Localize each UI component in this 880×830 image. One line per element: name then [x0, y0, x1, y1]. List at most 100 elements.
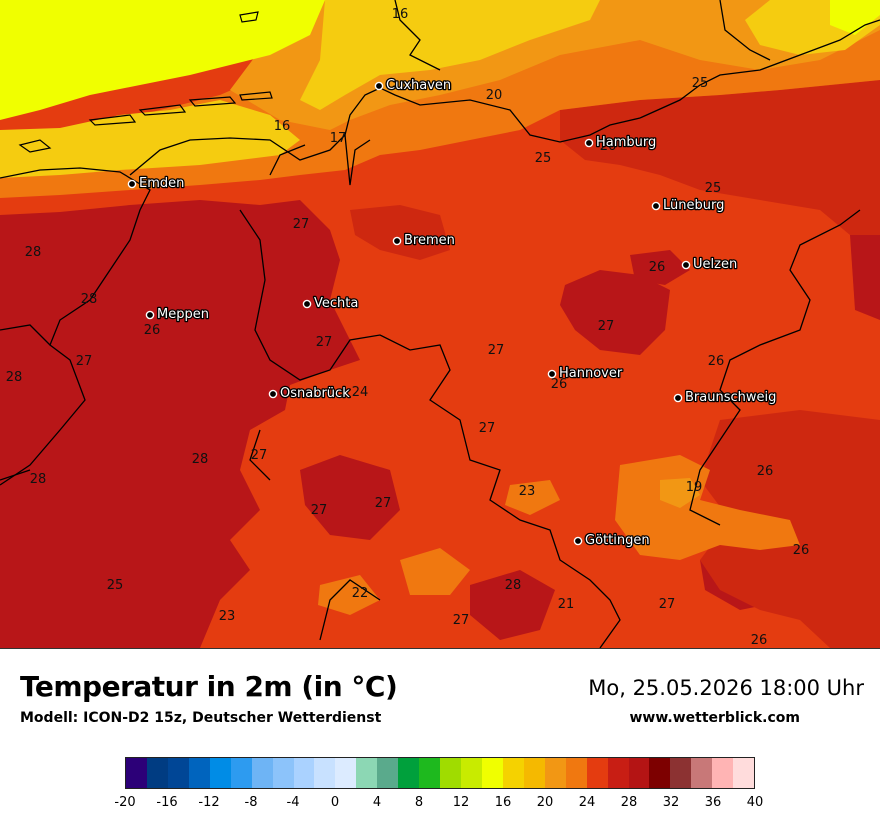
city-label: Uelzen	[693, 257, 737, 272]
isotherm-label: 27	[598, 319, 615, 334]
coastlines-borders	[0, 0, 880, 648]
temp-zone-26	[350, 80, 880, 648]
legend-tick-label: 24	[578, 795, 596, 810]
isotherm-label: 21	[558, 597, 575, 612]
city-label: Hamburg	[596, 135, 656, 150]
isotherm-label: 25	[107, 578, 124, 593]
legend-tick-label: 40	[746, 795, 764, 810]
isotherm-label: 26	[144, 323, 161, 338]
city-braunschweig: Braunschweig	[673, 389, 778, 406]
legend-swatch	[314, 758, 336, 788]
legend-tick-label: 28	[620, 795, 638, 810]
legend-swatch	[691, 758, 713, 788]
legend-tick-label: -16	[156, 795, 178, 810]
city-dot	[673, 393, 683, 403]
legend-swatch	[293, 758, 315, 788]
city-label: Göttingen	[585, 533, 650, 548]
legend-swatch	[712, 758, 734, 788]
isotherm-label: 27	[659, 597, 676, 612]
legend-swatch	[649, 758, 671, 788]
isotherm-label: 16	[392, 7, 409, 22]
city-label: Emden	[139, 176, 184, 191]
isotherm-label: 28	[505, 578, 522, 593]
legend-swatch	[356, 758, 378, 788]
city-dot	[302, 299, 312, 309]
legend-tick-label: -12	[198, 795, 220, 810]
legend-swatch	[544, 758, 566, 788]
legend-swatch	[126, 758, 147, 788]
map-title: Temperatur in 2m (in °C)	[20, 670, 398, 703]
isotherm-label: 26	[649, 260, 666, 275]
isotherm-label: 26	[600, 139, 617, 154]
legend-swatch	[146, 758, 168, 788]
city-dot	[374, 81, 384, 91]
legend-tick-label: -8	[244, 795, 258, 810]
legend-tick-label: 36	[704, 795, 722, 810]
city-dot	[127, 179, 137, 189]
legend-swatch	[481, 758, 503, 788]
isotherm-label: 28	[6, 370, 23, 385]
isotherm-label: 27	[316, 335, 333, 350]
isotherm-label: 25	[535, 151, 552, 166]
isotherm-label: 20	[486, 88, 503, 103]
isotherm-label: 26	[793, 543, 810, 558]
isotherm-label: 28	[25, 245, 42, 260]
isotherm-label: 17	[330, 131, 347, 146]
legend-tick-label: 4	[372, 795, 382, 810]
city-göttingen: Göttingen	[573, 532, 651, 549]
isotherm-label: 27	[76, 354, 93, 369]
legend-swatch	[733, 758, 755, 788]
city-dot	[573, 536, 583, 546]
isotherm-label: 23	[219, 609, 236, 624]
legend-swatch	[167, 758, 189, 788]
legend-swatch	[502, 758, 524, 788]
city-label: Cuxhaven	[386, 78, 451, 93]
map-canvas: 16 20 25 16 17 26 25 25 27 28 28 26 26 27 27 27 28 24 26 26…	[0, 0, 880, 648]
legend-tick-label: 16	[494, 795, 512, 810]
city-label: Bremen	[404, 233, 455, 248]
legend-tick-label: -20	[114, 795, 136, 810]
isotherm-label: 27	[293, 217, 310, 232]
legend-swatch	[586, 758, 608, 788]
isotherm-labels: 16 20 25 16 17 26 25 25 27 28 28 26 26 27 27 27 28 24 26 26…	[6, 7, 810, 648]
temp-zone-16	[0, 0, 880, 120]
city-label: Braunschweig	[685, 390, 776, 405]
isotherm-label: 25	[705, 181, 722, 196]
color-legend	[125, 757, 755, 789]
isotherm-label: 26	[708, 354, 725, 369]
city-label: Vechta	[314, 296, 358, 311]
isotherm-label: 28	[30, 472, 47, 487]
isotherm-label: 27	[311, 503, 328, 518]
legend-swatch	[377, 758, 399, 788]
legend-swatch	[251, 758, 273, 788]
city-uelzen: Uelzen	[681, 256, 738, 273]
model-info: Modell: ICON-D2 15z, Deutscher Wetterdie…	[20, 710, 382, 726]
isotherm-label: 26	[751, 633, 768, 648]
isotherm-label: 27	[251, 448, 268, 463]
city-dot	[547, 369, 557, 379]
city-label: Osnabrück	[280, 386, 350, 401]
legend-swatch	[461, 758, 482, 788]
legend-swatch	[670, 758, 692, 788]
isotherm-label: 26	[757, 464, 774, 479]
city-dot	[268, 389, 278, 399]
legend-tick-label: -4	[286, 795, 300, 810]
legend-swatch	[565, 758, 587, 788]
temperature-map: 16 20 25 16 17 26 25 25 27 28 28 26 26 27 27 27 28 24 26 26…	[0, 0, 880, 649]
website-link[interactable]: www.wetterblick.com	[629, 710, 801, 726]
city-dot	[145, 310, 155, 320]
islands	[18, 11, 273, 153]
isotherm-label: 24	[352, 385, 369, 400]
forecast-datetime: Mo, 25.05.2026 18:00 Uhr	[588, 676, 864, 700]
legend-ticks: -20 -16 -12 -8 -4 0 4 8 12 16 20 24 28 32 36 40	[0, 795, 880, 815]
legend-swatch	[335, 758, 357, 788]
city-label: Hannover	[559, 366, 623, 381]
isotherm-label: 28	[192, 452, 209, 467]
isotherm-label: 22	[352, 586, 369, 601]
city-bremen: Bremen	[392, 232, 456, 249]
city-osnabrück: Osnabrück	[268, 385, 351, 402]
city-hannover: Hannover	[547, 365, 624, 382]
legend-swatch	[209, 758, 231, 788]
city-meppen: Meppen	[145, 306, 210, 323]
isotherm-label: 27	[375, 496, 392, 511]
